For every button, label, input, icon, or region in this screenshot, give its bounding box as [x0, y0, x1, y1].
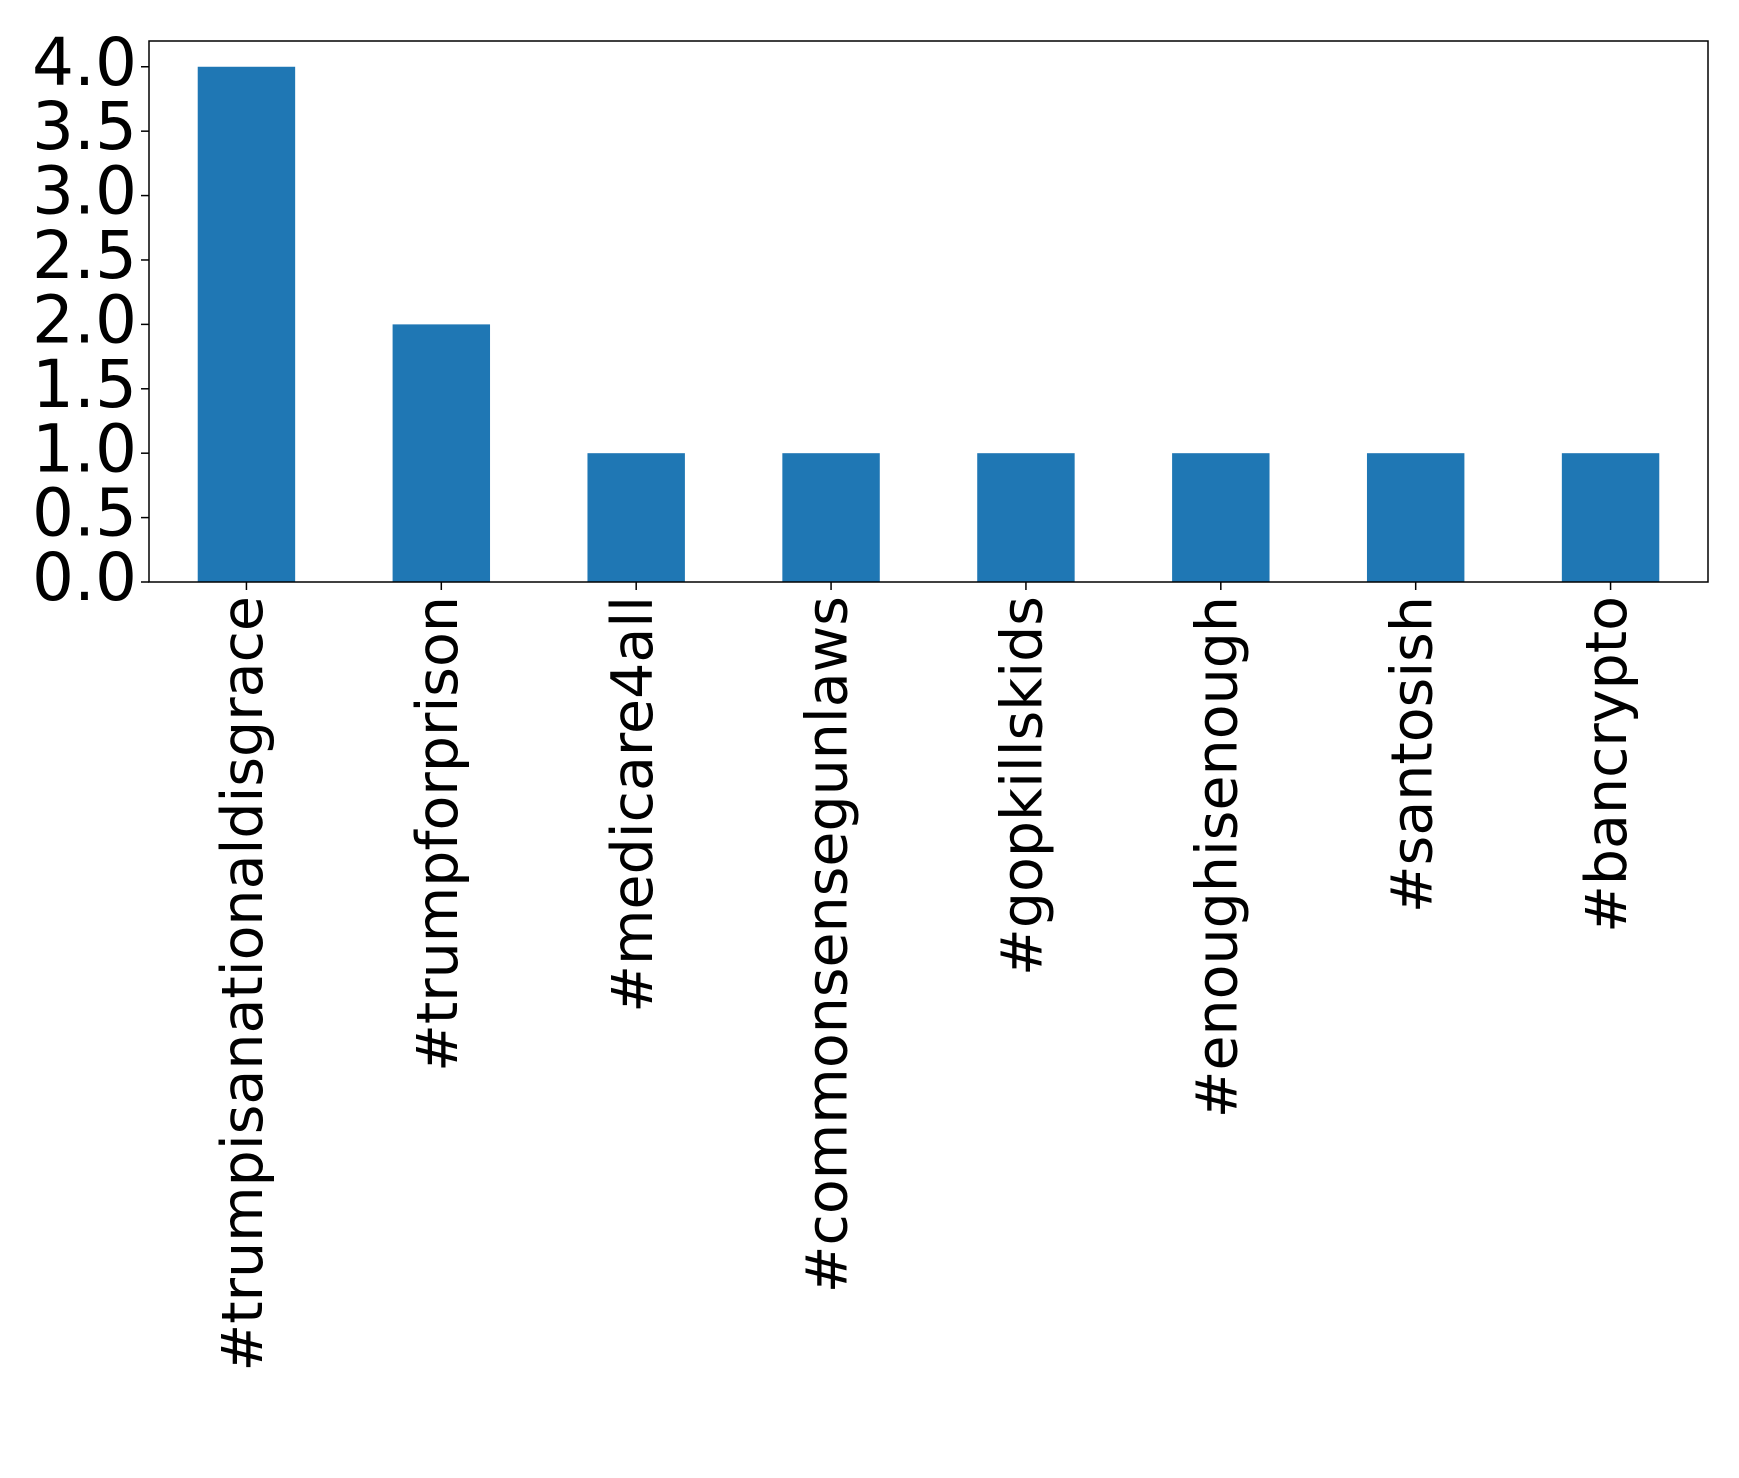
y-tick-label: 1.0: [32, 410, 137, 487]
y-tick-label: 0.5: [32, 475, 137, 552]
y-tick-label: 0.0: [32, 539, 137, 616]
bar: [392, 324, 491, 582]
y-tick-label: 3.0: [32, 153, 137, 230]
x-tick-label: #santosish: [1379, 596, 1445, 913]
bar: [587, 453, 685, 582]
bar: [1172, 453, 1270, 582]
y-tick-label: 3.5: [32, 88, 137, 165]
y-tick-label: 4.0: [32, 24, 137, 101]
x-tick-label: #gopkillskids: [990, 596, 1056, 976]
axes-frame: [148, 40, 1709, 583]
y-tick-label: 2.0: [32, 281, 137, 358]
x-tick-label: #commonsensegunlaws: [795, 596, 861, 1293]
x-tick-label: #medicare4all: [600, 596, 666, 1013]
bar: [782, 453, 880, 582]
bar: [977, 453, 1075, 582]
x-tick-label: #enoughisenough: [1184, 596, 1250, 1118]
x-tick-label: #trumpisanationaldisgrace: [210, 596, 276, 1372]
x-tick-label: #trumpforprison: [405, 596, 471, 1072]
x-tick-label: #bancrypto: [1574, 596, 1640, 933]
y-tick-label: 1.5: [32, 346, 137, 423]
y-tick-label: 2.5: [32, 217, 137, 294]
bar: [1561, 453, 1660, 582]
bar: [197, 66, 296, 582]
bar: [1366, 453, 1465, 582]
